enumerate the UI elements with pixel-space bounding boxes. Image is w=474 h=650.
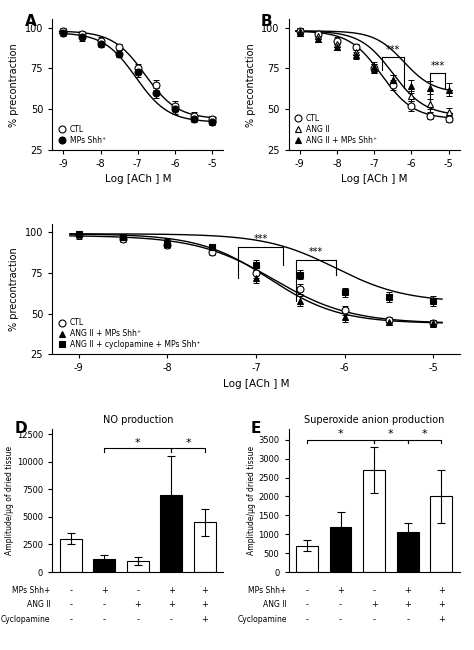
- Text: -: -: [69, 615, 72, 624]
- Text: ***: ***: [253, 235, 267, 244]
- Text: Cyclopamine: Cyclopamine: [237, 615, 287, 624]
- Text: -: -: [339, 615, 342, 624]
- Bar: [329, 526, 352, 572]
- Text: +: +: [404, 601, 411, 610]
- Y-axis label: Amplitude/μg of dried tissue: Amplitude/μg of dried tissue: [5, 446, 14, 555]
- Y-axis label: Amplitude/μg of dried tissue: Amplitude/μg of dried tissue: [246, 446, 255, 555]
- Legend: CTL, ANG II, ANG II + MPs Shh⁺: CTL, ANG II, ANG II + MPs Shh⁺: [292, 112, 379, 146]
- X-axis label: Log [ACh ] M: Log [ACh ] M: [105, 174, 171, 185]
- Text: *: *: [185, 437, 191, 448]
- Text: -: -: [170, 615, 173, 624]
- Text: ***: ***: [386, 45, 400, 55]
- Text: +: +: [371, 601, 378, 610]
- Text: MPs Shh+: MPs Shh+: [12, 586, 50, 595]
- Text: +: +: [404, 586, 411, 595]
- Text: ANG II: ANG II: [27, 601, 50, 610]
- Legend: CTL, ANG II + MPs Shh⁺, ANG II + cyclopamine + MPs Shh⁺: CTL, ANG II + MPs Shh⁺, ANG II + cyclopa…: [56, 317, 202, 350]
- Legend: CTL, MPs Shh⁺: CTL, MPs Shh⁺: [56, 123, 108, 146]
- Bar: [397, 532, 419, 572]
- Text: D: D: [15, 421, 27, 436]
- X-axis label: Log [ACh ] M: Log [ACh ] M: [223, 379, 289, 389]
- Bar: [296, 545, 318, 572]
- Bar: [60, 539, 82, 572]
- Text: -: -: [305, 601, 309, 610]
- Text: ANG II: ANG II: [263, 601, 287, 610]
- Text: -: -: [305, 615, 309, 624]
- X-axis label: Log [ACh ] M: Log [ACh ] M: [341, 174, 407, 185]
- Title: Superoxide anion production: Superoxide anion production: [304, 415, 444, 425]
- Y-axis label: % precontraction: % precontraction: [9, 248, 19, 331]
- Bar: [160, 495, 182, 572]
- Text: +: +: [201, 586, 209, 595]
- Text: +: +: [438, 615, 445, 624]
- Text: -: -: [305, 586, 309, 595]
- Text: -: -: [103, 615, 106, 624]
- Text: +: +: [168, 586, 175, 595]
- Text: *: *: [422, 429, 428, 439]
- Title: NO production: NO production: [102, 415, 173, 425]
- Text: -: -: [339, 601, 342, 610]
- Bar: [430, 497, 452, 572]
- Text: -: -: [406, 615, 409, 624]
- Text: +: +: [201, 601, 209, 610]
- Text: -: -: [137, 586, 139, 595]
- Text: -: -: [373, 615, 375, 624]
- Text: +: +: [438, 586, 445, 595]
- Text: -: -: [103, 601, 106, 610]
- Bar: [93, 559, 115, 572]
- Text: +: +: [337, 586, 344, 595]
- Text: +: +: [168, 601, 175, 610]
- Text: -: -: [137, 615, 139, 624]
- Text: MPs Shh+: MPs Shh+: [248, 586, 287, 595]
- Bar: [127, 561, 149, 572]
- Text: B: B: [261, 14, 273, 29]
- Text: ***: ***: [430, 61, 445, 71]
- Y-axis label: % precontraction: % precontraction: [9, 43, 19, 127]
- Text: A: A: [25, 14, 36, 29]
- Text: +: +: [438, 601, 445, 610]
- Text: *: *: [135, 437, 141, 448]
- Text: +: +: [134, 601, 141, 610]
- Text: *: *: [338, 429, 343, 439]
- Y-axis label: % precontraction: % precontraction: [246, 43, 255, 127]
- Text: Cyclopamine: Cyclopamine: [1, 615, 50, 624]
- Text: -: -: [69, 601, 72, 610]
- Text: -: -: [69, 586, 72, 595]
- Text: +: +: [101, 586, 108, 595]
- Text: -: -: [373, 586, 375, 595]
- Text: ***: ***: [309, 248, 323, 257]
- Text: *: *: [388, 429, 394, 439]
- Bar: [194, 523, 216, 572]
- Bar: [363, 470, 385, 572]
- Text: +: +: [201, 615, 209, 624]
- Text: E: E: [251, 421, 261, 436]
